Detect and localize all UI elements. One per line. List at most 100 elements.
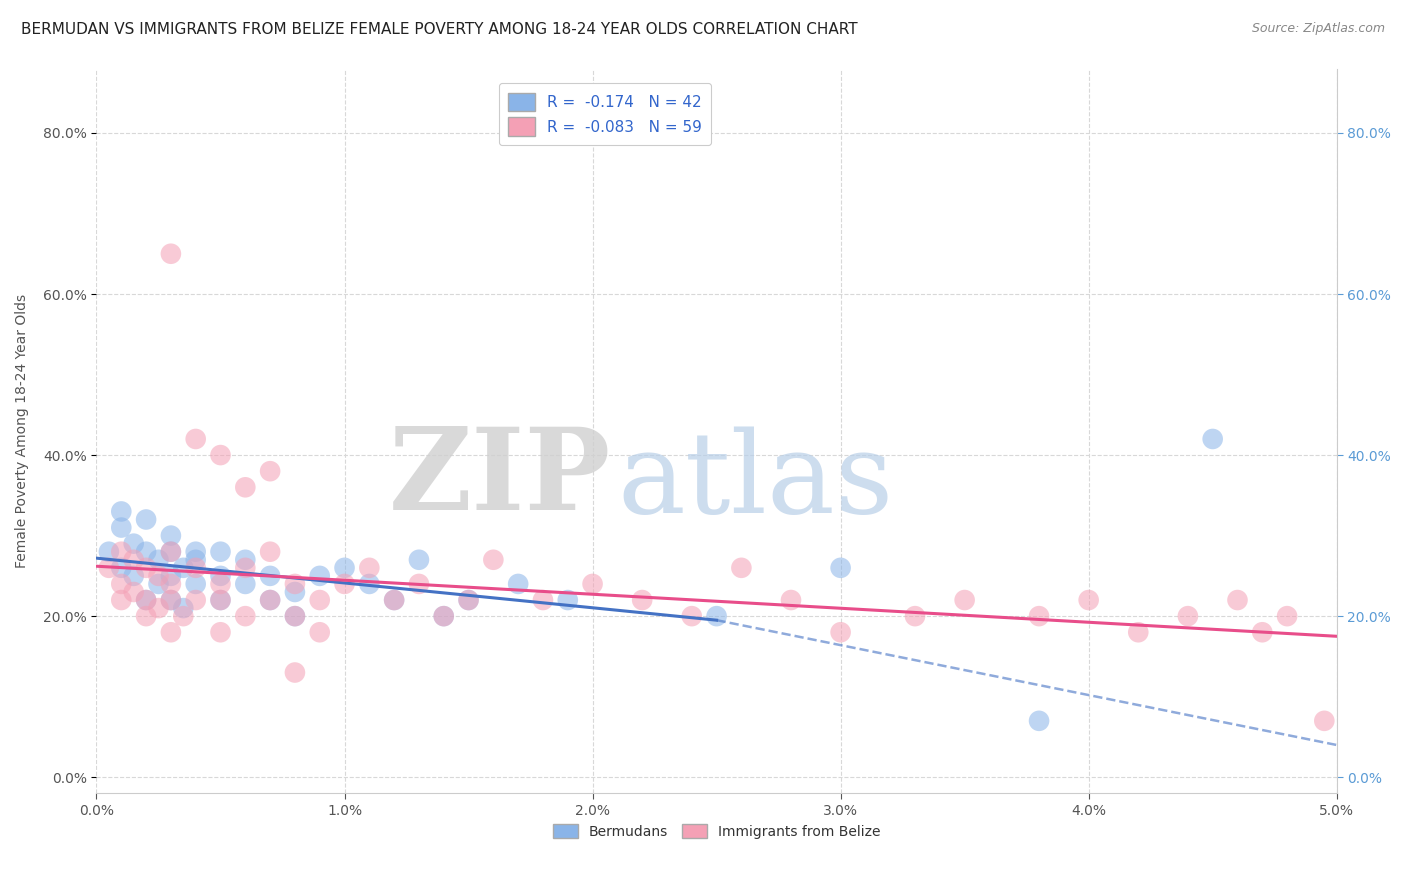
- Point: [110, 561, 132, 575]
- Point: [284, 665, 307, 680]
- Point: [160, 545, 183, 559]
- Point: [184, 577, 207, 591]
- Point: [1077, 593, 1099, 607]
- Point: [209, 545, 232, 559]
- Point: [259, 593, 281, 607]
- Point: [284, 609, 307, 624]
- Point: [333, 561, 356, 575]
- Point: [1128, 625, 1150, 640]
- Point: [359, 561, 381, 575]
- Point: [184, 553, 207, 567]
- Point: [209, 593, 232, 607]
- Point: [122, 553, 145, 567]
- Point: [97, 545, 120, 559]
- Point: [482, 553, 505, 567]
- Point: [148, 553, 170, 567]
- Point: [830, 625, 852, 640]
- Point: [135, 593, 157, 607]
- Point: [508, 577, 530, 591]
- Point: [135, 512, 157, 526]
- Point: [148, 577, 170, 591]
- Point: [184, 593, 207, 607]
- Point: [160, 246, 183, 260]
- Point: [308, 593, 330, 607]
- Point: [160, 593, 183, 607]
- Point: [1028, 609, 1050, 624]
- Point: [308, 625, 330, 640]
- Point: [259, 545, 281, 559]
- Point: [557, 593, 579, 607]
- Text: Source: ZipAtlas.com: Source: ZipAtlas.com: [1251, 22, 1385, 36]
- Legend: Bermudans, Immigrants from Belize: Bermudans, Immigrants from Belize: [547, 819, 886, 845]
- Point: [172, 601, 194, 615]
- Point: [135, 609, 157, 624]
- Point: [284, 609, 307, 624]
- Point: [457, 593, 479, 607]
- Point: [110, 545, 132, 559]
- Point: [631, 593, 654, 607]
- Point: [172, 609, 194, 624]
- Point: [284, 577, 307, 591]
- Point: [148, 569, 170, 583]
- Point: [730, 561, 752, 575]
- Point: [209, 577, 232, 591]
- Point: [160, 593, 183, 607]
- Point: [1177, 609, 1199, 624]
- Y-axis label: Female Poverty Among 18-24 Year Olds: Female Poverty Among 18-24 Year Olds: [15, 293, 30, 568]
- Point: [359, 577, 381, 591]
- Point: [1028, 714, 1050, 728]
- Point: [433, 609, 456, 624]
- Point: [382, 593, 405, 607]
- Point: [135, 561, 157, 575]
- Point: [160, 545, 183, 559]
- Text: BERMUDAN VS IMMIGRANTS FROM BELIZE FEMALE POVERTY AMONG 18-24 YEAR OLDS CORRELAT: BERMUDAN VS IMMIGRANTS FROM BELIZE FEMAL…: [21, 22, 858, 37]
- Point: [433, 609, 456, 624]
- Point: [681, 609, 703, 624]
- Point: [581, 577, 603, 591]
- Point: [110, 504, 132, 518]
- Point: [953, 593, 976, 607]
- Point: [172, 561, 194, 575]
- Text: ZIP: ZIP: [389, 423, 612, 533]
- Point: [122, 569, 145, 583]
- Point: [160, 577, 183, 591]
- Point: [382, 593, 405, 607]
- Point: [135, 545, 157, 559]
- Point: [408, 577, 430, 591]
- Point: [209, 569, 232, 583]
- Point: [233, 561, 256, 575]
- Point: [184, 561, 207, 575]
- Point: [780, 593, 803, 607]
- Point: [259, 569, 281, 583]
- Point: [233, 577, 256, 591]
- Point: [184, 432, 207, 446]
- Point: [122, 585, 145, 599]
- Point: [531, 593, 554, 607]
- Point: [148, 601, 170, 615]
- Point: [1226, 593, 1249, 607]
- Point: [184, 545, 207, 559]
- Point: [110, 577, 132, 591]
- Point: [97, 561, 120, 575]
- Point: [233, 553, 256, 567]
- Point: [830, 561, 852, 575]
- Point: [209, 625, 232, 640]
- Point: [233, 609, 256, 624]
- Point: [333, 577, 356, 591]
- Point: [1251, 625, 1274, 640]
- Point: [284, 585, 307, 599]
- Point: [160, 528, 183, 542]
- Point: [1202, 432, 1225, 446]
- Point: [110, 593, 132, 607]
- Text: atlas: atlas: [617, 426, 894, 537]
- Point: [233, 480, 256, 494]
- Point: [904, 609, 927, 624]
- Point: [160, 625, 183, 640]
- Point: [160, 569, 183, 583]
- Point: [110, 520, 132, 534]
- Point: [1275, 609, 1298, 624]
- Point: [308, 569, 330, 583]
- Point: [457, 593, 479, 607]
- Point: [259, 464, 281, 478]
- Point: [706, 609, 728, 624]
